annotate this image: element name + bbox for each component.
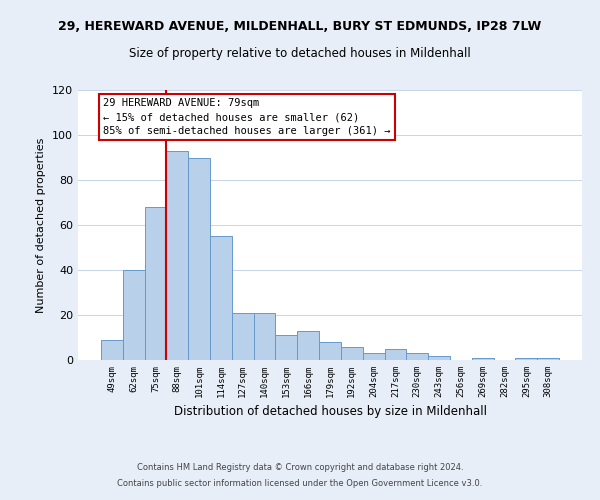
Bar (515, 358, 537, 360)
Bar (341, 346, 363, 360)
Bar (537, 358, 559, 360)
Bar (275, 335, 297, 360)
Text: 29, HEREWARD AVENUE, MILDENHALL, BURY ST EDMUNDS, IP28 7LW: 29, HEREWARD AVENUE, MILDENHALL, BURY ST… (58, 20, 542, 33)
Y-axis label: Number of detached properties: Number of detached properties (37, 138, 46, 312)
Bar (472, 358, 494, 360)
Bar (428, 356, 450, 360)
Text: Contains public sector information licensed under the Open Government Licence v3: Contains public sector information licen… (118, 478, 482, 488)
Bar (210, 236, 232, 360)
Bar (363, 353, 385, 360)
Bar (123, 270, 145, 360)
Bar (254, 313, 275, 360)
Text: 29 HEREWARD AVENUE: 79sqm
← 15% of detached houses are smaller (62)
85% of semi-: 29 HEREWARD AVENUE: 79sqm ← 15% of detac… (103, 98, 391, 136)
Bar (297, 331, 319, 360)
Text: Size of property relative to detached houses in Mildenhall: Size of property relative to detached ho… (129, 48, 471, 60)
Text: Contains HM Land Registry data © Crown copyright and database right 2024.: Contains HM Land Registry data © Crown c… (137, 464, 463, 472)
X-axis label: Distribution of detached houses by size in Mildenhall: Distribution of detached houses by size … (173, 406, 487, 418)
Bar (145, 207, 166, 360)
Bar (319, 342, 341, 360)
Bar (188, 158, 210, 360)
Bar (101, 340, 123, 360)
Bar (166, 151, 188, 360)
Bar (406, 353, 428, 360)
Bar (385, 349, 406, 360)
Bar (232, 313, 254, 360)
